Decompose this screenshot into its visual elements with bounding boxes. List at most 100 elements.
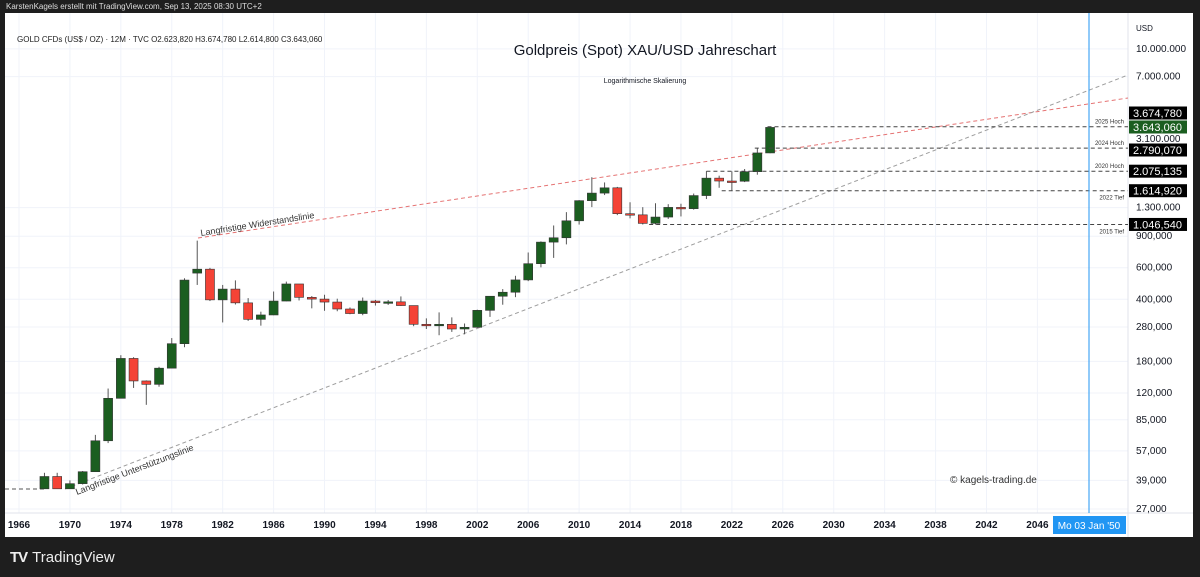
price-label-box	[1129, 217, 1187, 231]
price-label-box	[1129, 120, 1187, 134]
chart-subtitle: Logarithmische Skalierung	[604, 78, 687, 85]
candle-body-2021	[714, 177, 724, 182]
candle-body-2018	[676, 207, 686, 210]
candle-body-1970	[65, 483, 75, 490]
resistance-label: Langfristige Widerstandslinie	[200, 210, 315, 238]
candle-body-2006	[523, 263, 534, 281]
price-tick-label: 1.300.000	[1136, 203, 1181, 214]
candle-body-1977	[154, 367, 164, 385]
candle-body-2007	[536, 241, 546, 264]
candle-body-1980	[192, 268, 203, 274]
candle-body-1969	[52, 476, 62, 490]
level-note: 2015 Tief	[1099, 229, 1124, 235]
logo-text: TradingView	[32, 549, 115, 566]
time-tick-label: 2022	[721, 520, 744, 531]
time-tick-label: 2030	[823, 520, 846, 531]
level-note: 2025 Hoch	[1095, 120, 1124, 126]
price-tick-label: 180,000	[1136, 356, 1173, 367]
candle-body-1985	[256, 314, 266, 320]
price-tick-label: 280,000	[1136, 322, 1173, 333]
candle-body-1982	[217, 288, 228, 301]
time-tick-label: 1982	[212, 520, 235, 531]
candle-body-1988	[294, 283, 304, 298]
candle-body-1984	[243, 302, 253, 320]
time-tick-label: 1966	[8, 520, 31, 531]
candle-body-2010	[574, 200, 584, 222]
price-label-box	[1129, 106, 1187, 120]
currency-label: USD	[1136, 24, 1153, 33]
candle-body-1973	[103, 398, 113, 442]
time-tick-label: 2014	[619, 520, 642, 531]
candle-body-2016	[650, 216, 661, 224]
crosshair-time-box	[1053, 516, 1126, 534]
price-tick-label: 400,000	[1136, 294, 1173, 305]
time-tick-label: 2042	[975, 520, 998, 531]
tradingview-logo-icon: TV	[10, 549, 28, 566]
candle-body-1978	[166, 343, 177, 369]
candle-body-2002	[472, 310, 483, 328]
candle-body-2017	[663, 207, 674, 218]
time-tick-label: 2034	[874, 520, 897, 531]
time-tick-label: 2006	[517, 520, 540, 531]
candle-body-1979	[179, 279, 190, 344]
candle-body-1975	[128, 358, 139, 382]
candle-body-2013	[612, 187, 623, 214]
price-label: 1.046,540	[1133, 219, 1182, 231]
candle-body-1968	[39, 476, 50, 490]
candle-body-1998	[421, 323, 432, 327]
time-tick-label: 1978	[161, 520, 184, 531]
support-line	[64, 74, 1129, 490]
price-label: 3.643,060	[1133, 122, 1182, 134]
candle-body-1993	[357, 300, 368, 314]
symbol-legend: GOLD CFDs (US$ / OZ) · 12M · TVC O2.623,…	[17, 35, 323, 44]
candle-body-1990	[319, 298, 330, 303]
candle-body-1991	[332, 301, 343, 310]
chart-area[interactable]: GOLD CFDs (US$ / OZ) · 12M · TVC O2.623,…	[5, 13, 1193, 537]
candle-body-1989	[306, 297, 317, 300]
candle-body-1976	[141, 380, 152, 385]
candle-body-2023	[739, 171, 750, 182]
price-label: 1.614,920	[1133, 186, 1182, 198]
candle-body-1981	[205, 268, 215, 301]
candle-body-2001	[459, 327, 470, 330]
time-tick-label: 1986	[262, 520, 285, 531]
price-tick-label: 85,000	[1136, 415, 1167, 426]
price-label: 2.790,070	[1133, 145, 1182, 157]
chart-credit: KarstenKagels erstellt mit TradingView.c…	[6, 2, 262, 11]
candle-body-2000	[447, 323, 457, 330]
candle-body-2011	[587, 192, 597, 201]
resistance-line	[197, 97, 1129, 239]
price-label: 2.075,135	[1133, 166, 1182, 178]
candle-body-1972	[90, 440, 101, 473]
time-tick-label: 2046	[1026, 520, 1049, 531]
time-tick-label: 1994	[364, 520, 387, 531]
copyright-label: © kagels-trading.de	[950, 475, 1037, 486]
candle-body-2014	[625, 213, 635, 216]
price-label-box	[1129, 143, 1187, 157]
tradingview-logo[interactable]: TV TradingView	[10, 549, 115, 566]
candlestick-chart[interactable]: 10.000.000 7.000.000 1.300.000 900,000 600,0…	[5, 13, 1193, 537]
candle-body-2019	[688, 195, 699, 209]
candle-body-2015	[637, 214, 648, 224]
candle-body-2009	[561, 220, 572, 239]
time-tick-label: 2002	[466, 520, 489, 531]
price-tick-label: 10.000.000	[1136, 44, 1186, 55]
candle-body-1999	[434, 323, 444, 327]
candle-body-2025	[765, 127, 775, 154]
candle-body-1995	[383, 301, 393, 304]
candle-body-1997	[408, 305, 419, 325]
price-tick-label: 600,000	[1136, 263, 1173, 274]
price-tick-label: 7.000.000	[1136, 72, 1181, 83]
candle-body-2003	[485, 295, 495, 311]
time-tick-label: 1998	[415, 520, 438, 531]
level-note: 2020 Hoch	[1095, 164, 1124, 170]
price-tick-label-hidden: 3.100.000	[1136, 134, 1181, 145]
candle-body-2020	[701, 177, 712, 196]
price-tick-label: 57,000	[1136, 446, 1167, 457]
price-tick-label: 27,000	[1136, 504, 1167, 515]
time-tick-label: 2038	[924, 520, 947, 531]
candle-body-2008	[548, 237, 559, 243]
price-label-box	[1129, 164, 1187, 178]
candle-body-1994	[370, 300, 381, 303]
candle-body-1992	[345, 308, 355, 314]
